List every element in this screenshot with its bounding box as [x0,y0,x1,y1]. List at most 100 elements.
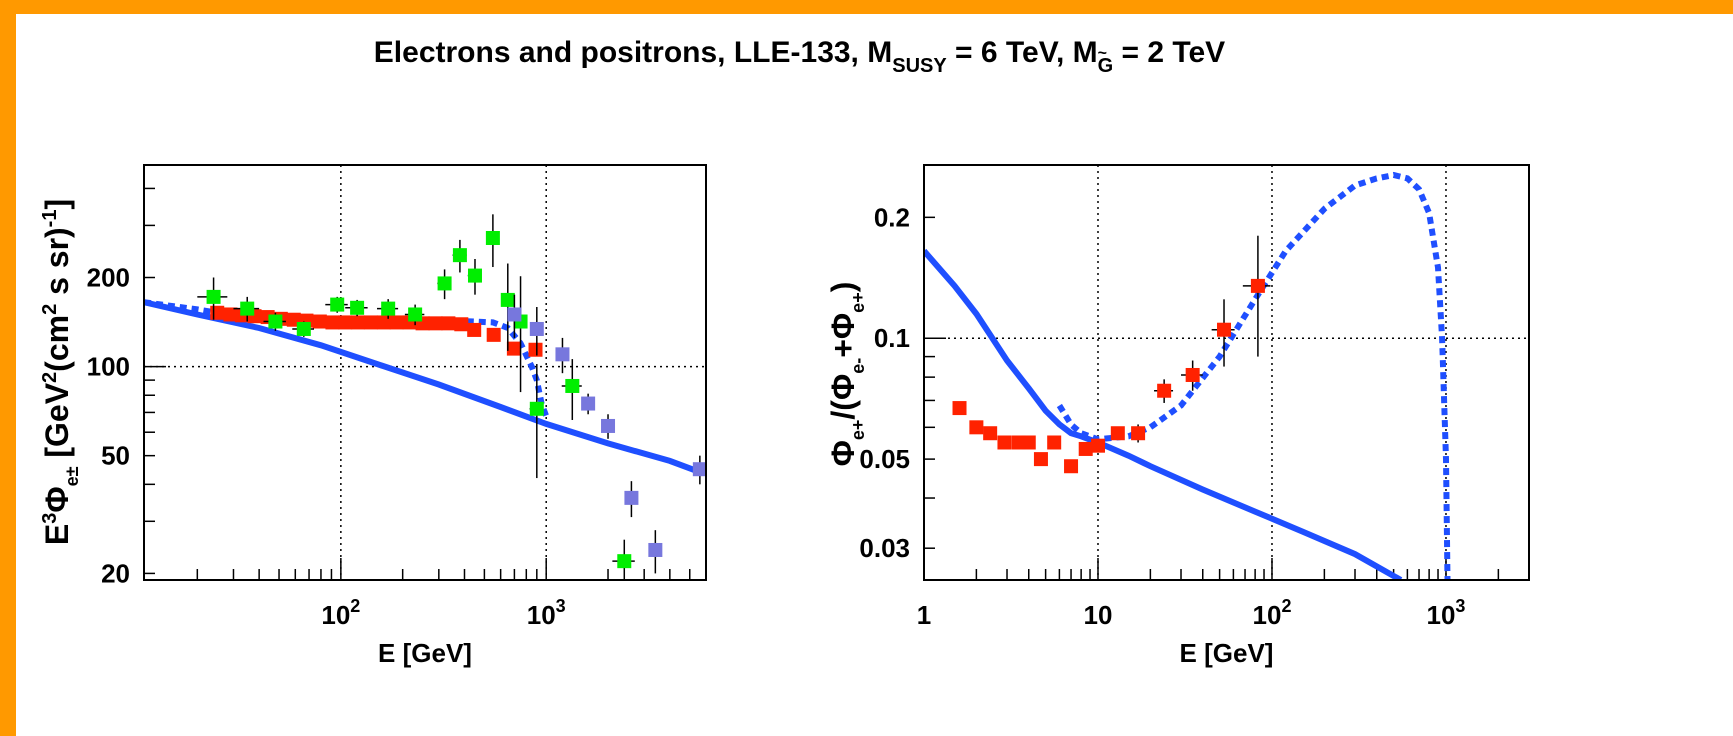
x-tick-label-base: 10 [1253,600,1282,630]
y-axis-label-part: Φ [825,440,861,466]
y-tick-label: 100 [87,352,130,382]
figure-title: Electrons and positrons, LLE-133, MSUSY … [16,36,1583,78]
y-axis-label-part: e± [62,466,82,486]
data-point-red [389,315,404,330]
data-point-red [1078,441,1093,456]
x-tick-label-base: 10 [1427,600,1456,630]
data-point-green [296,321,311,336]
x-tick-label: 102 [1253,596,1292,630]
data-point-purple [507,307,522,322]
data-point-red [428,316,443,331]
data-point-red [952,401,967,416]
x-tick-label: 102 [321,596,360,630]
y-axis-label-part: e- [848,358,868,374]
data-point-red [1131,426,1146,441]
data-point-red [325,315,340,330]
y-axis-label-right: Φe+/(Φe-+Φe+) [825,282,868,467]
x-tick-label-base: 10 [1084,600,1113,630]
y-axis-label-part: e+ [848,420,868,441]
x-tick-label-exponent: 3 [1455,596,1465,616]
data-point-red [1157,383,1172,398]
data-point-red [528,342,543,357]
x-tick-label-exponent: 2 [350,596,360,616]
x-tick-label-exponent: 2 [1281,596,1291,616]
y-axis-label-part: [GeV [39,382,75,466]
data-point-red [1064,459,1079,474]
y-axis-label-text: Φe+/(Φe-+Φe+) [825,282,868,467]
y-axis-label-part: (cm [39,315,75,372]
y-axis-label-part: ) [825,282,861,293]
data-point-red [1217,322,1232,337]
y-axis-label-left: E3Φe± [GeV2(cm2 s sr)-1] [39,199,82,545]
data-point-green [500,292,515,307]
tilde-mark: ~ [1097,45,1107,62]
data-point-purple [601,418,616,433]
data-point-green [408,307,423,322]
x-tick-label: 103 [527,596,566,630]
x-tick-label-base: 10 [321,600,350,630]
y-axis-label-part: /(Φ [825,374,861,420]
plot-frame [923,164,1530,581]
data-point-green [565,378,580,393]
title-subscript-gravitino-letter: G [1097,55,1114,77]
y-axis-label-part: E [39,524,75,545]
data-point-red [454,317,469,332]
y-tick-label: 0.1 [874,323,910,353]
data-point-green [350,300,365,315]
data-point-red [338,315,353,330]
data-point-red [506,341,521,356]
data-point-red [1185,367,1200,382]
data-point-green [381,301,396,316]
data-point-purple [555,347,570,362]
data-point-green [437,276,452,291]
x-tick-label-base: 10 [527,600,556,630]
data-point-red [441,316,456,331]
data-point-purple [692,462,707,477]
x-tick-label: 1 [917,600,931,630]
data-point-green [467,268,482,283]
data-point-red [467,322,482,337]
y-tick-label: 20 [101,558,130,588]
data-point-green [206,289,221,304]
x-tick-label: 10 [1084,600,1113,630]
y-axis-label-part: -1 [39,210,61,228]
title-text-suffix: = 2 TeV [1113,36,1226,69]
data-point-green [452,248,467,263]
x-axis-label: E [GeV] [378,638,472,668]
data-point-red [1033,452,1048,467]
model-line-dashed [1056,171,1451,580]
x-tick-label: 103 [1427,596,1466,630]
data-point-green [330,297,345,312]
data-point-purple [624,490,639,505]
data-point-purple [529,321,544,336]
data-point-red [350,315,365,330]
y-axis-label-part: Φ [39,486,75,512]
y-axis-label-part: 3 [39,513,61,524]
x-tick-label-exponent: 3 [556,596,566,616]
data-point-green [529,401,544,416]
data-point-red [969,420,984,435]
model-line-solid [144,299,701,475]
y-tick-label: 0.2 [874,202,910,232]
data-point-green [617,554,632,569]
title-subscript-susy: SUSY [892,55,947,77]
data-point-red [997,435,1012,450]
y-tick-label: 50 [101,441,130,471]
y-tick-label: 0.03 [859,533,910,563]
y-axis-label-text: E3Φe± [GeV2(cm2 s sr)-1] [39,199,82,545]
chart-canvas: Electrons and positrons, LLE-133, MSUSY … [16,14,1733,736]
title-text-mid: = 6 TeV, M [946,36,1098,69]
y-axis-label-part: s sr) [39,227,75,303]
data-point-red [1047,435,1062,450]
data-point-red [983,426,998,441]
data-point-red [210,305,225,320]
data-point-green [268,314,283,329]
y-axis-label-part: 2 [39,372,61,383]
data-point-red [1090,438,1105,453]
data-point-red [486,327,501,342]
data-point-purple [581,396,596,411]
y-axis-label-part: ] [39,199,75,210]
x-tick-label-base: 1 [917,600,931,630]
